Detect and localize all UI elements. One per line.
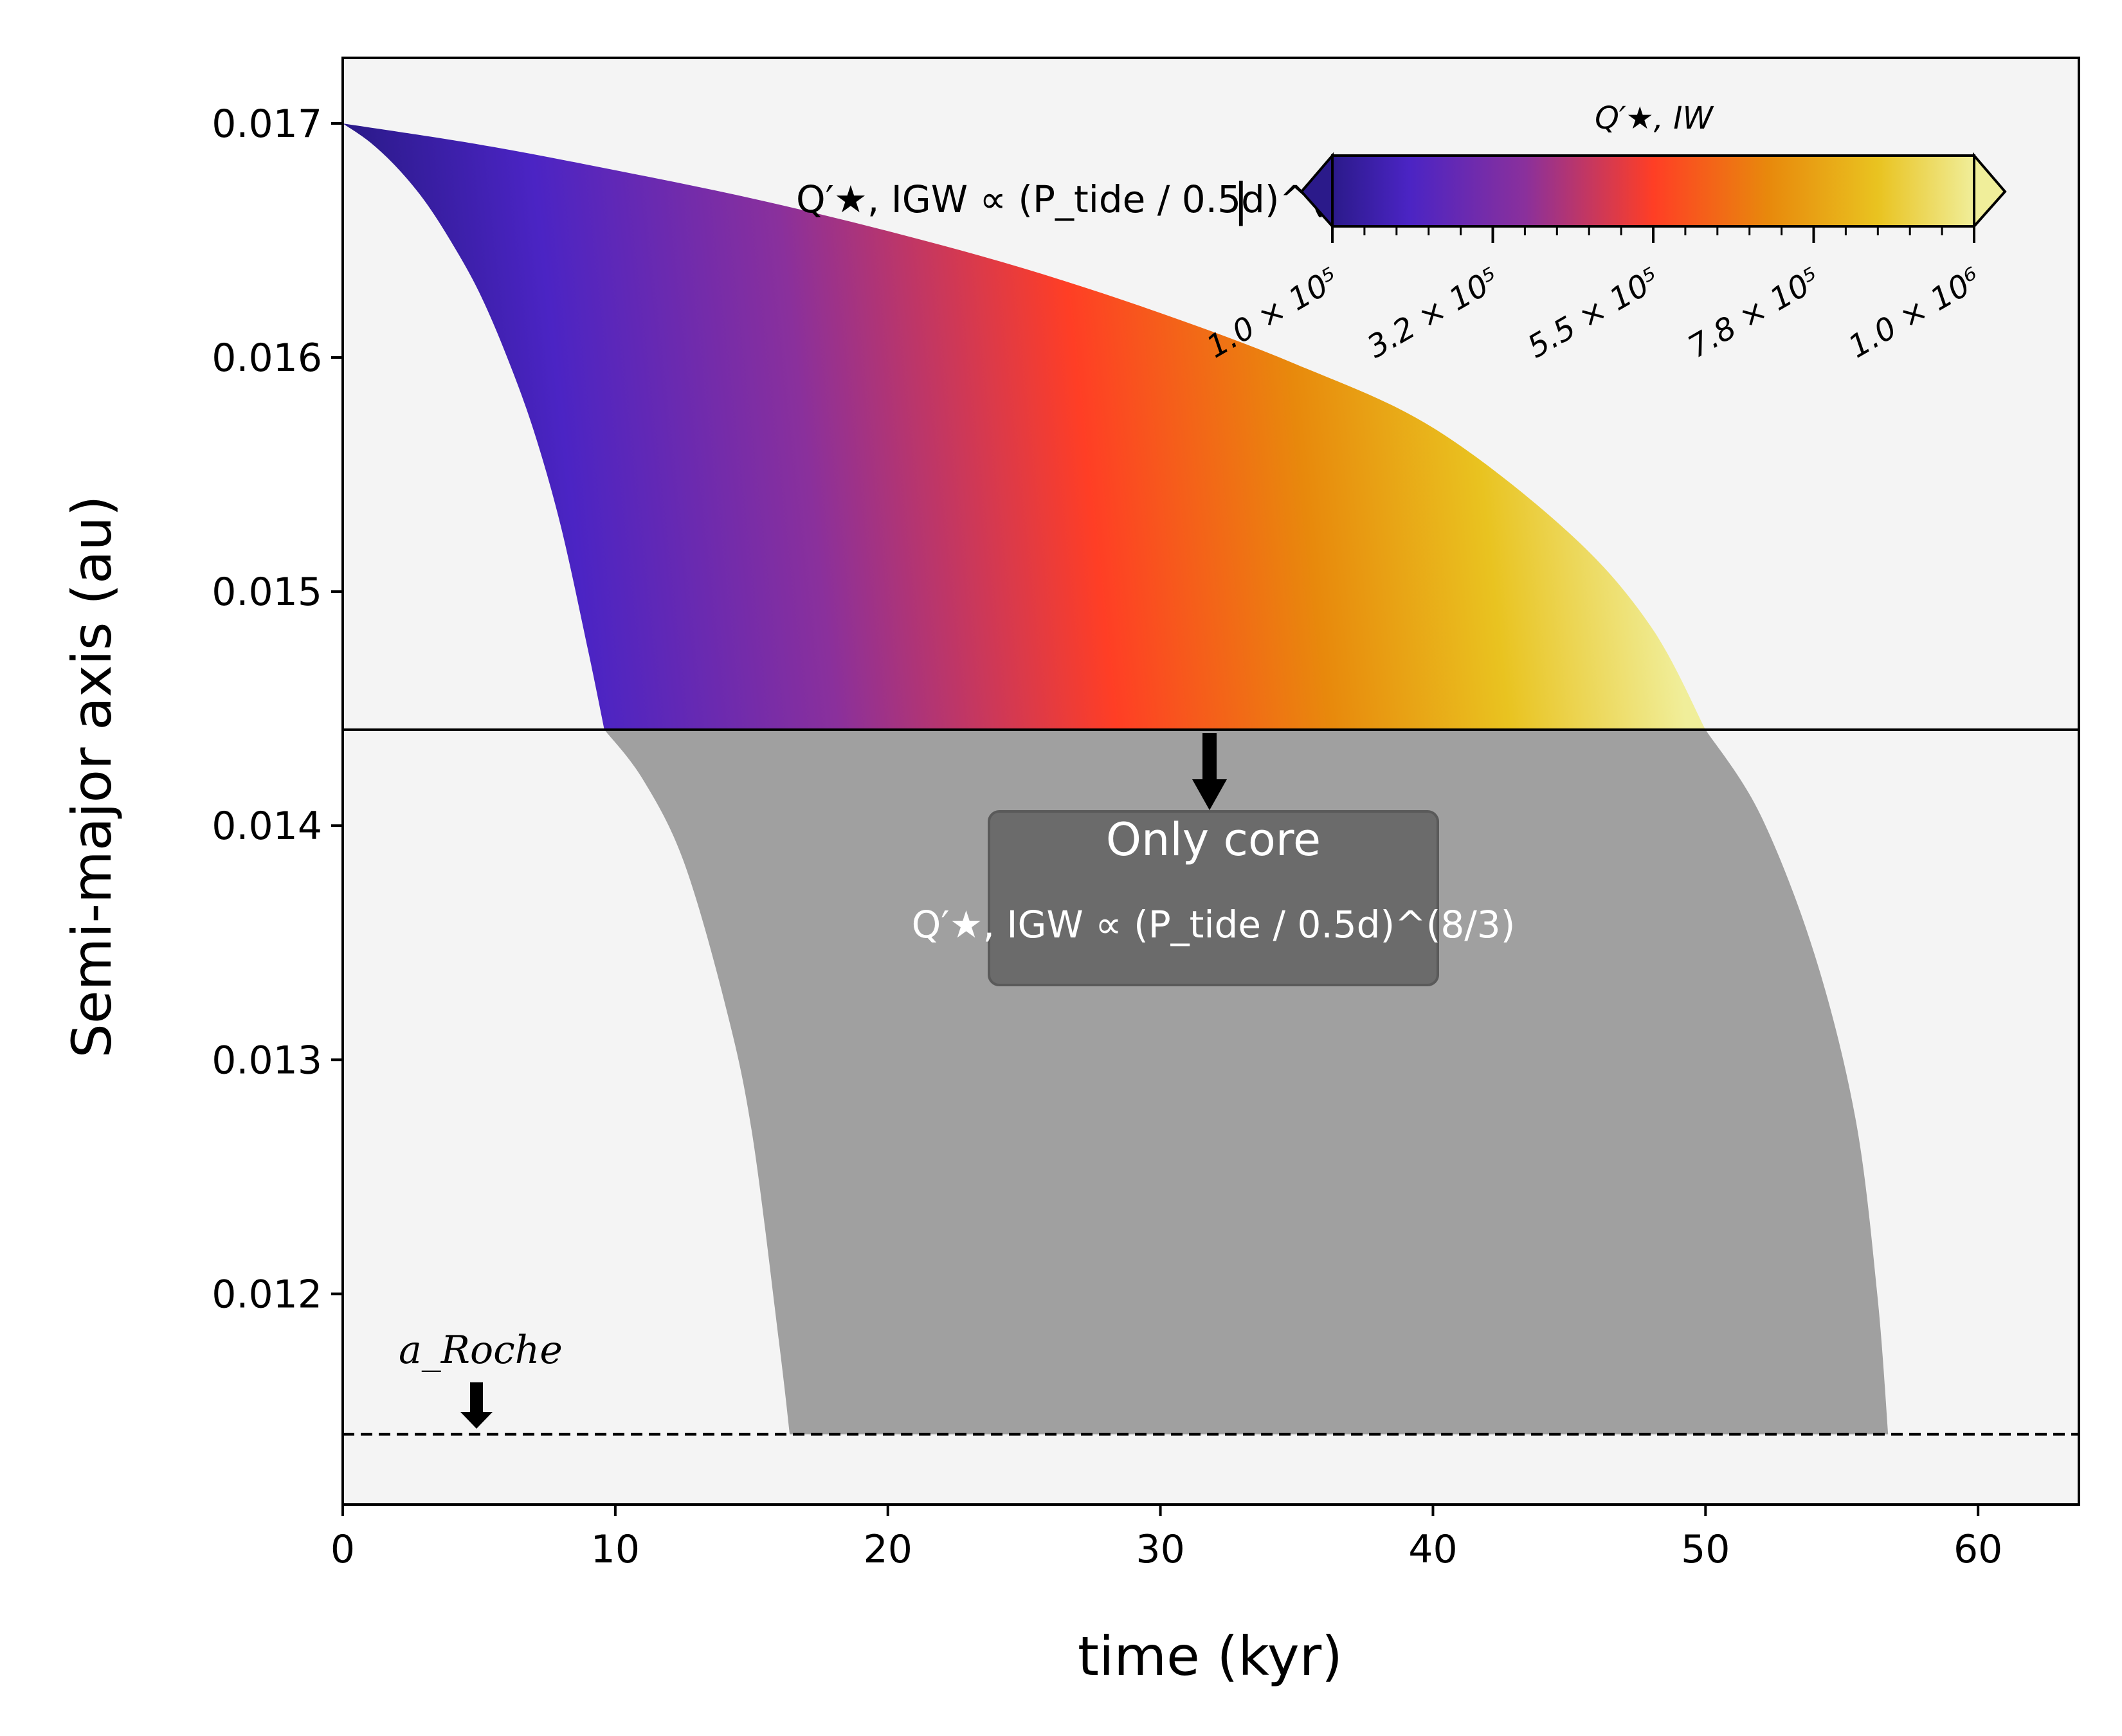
roche-label: a_Roche	[399, 1328, 563, 1373]
x-tick-label: 20	[864, 1527, 912, 1572]
y-tick-label: 0.016	[212, 336, 322, 381]
x-tick-label: 60	[1954, 1527, 2002, 1572]
core-annotation-box: Only core Q′★, IGW ∝ (P_tide / 0.5d)^(8/…	[912, 810, 1516, 986]
y-tick-label: 0.012	[212, 1272, 322, 1317]
x-tick-label: 10	[591, 1527, 640, 1572]
upper-formula-label: Q′★, IGW ∝ (P_tide / 0.5d)^(8/3)	[796, 177, 1400, 221]
upper-evolution-band	[343, 123, 1706, 730]
y-tick-label: 0.017	[212, 102, 322, 147]
core-arrow	[1192, 733, 1227, 810]
roche-arrow	[460, 1382, 493, 1429]
x-axis: 0 10 20 30 40 50 60	[331, 1505, 2002, 1572]
plot-frame	[341, 57, 2080, 1506]
box-line-2: Q′★, IGW ∝ (P_tide / 0.5d)^(8/3)	[912, 903, 1516, 946]
y-tick-label: 0.014	[212, 804, 322, 849]
x-tick-label: 30	[1136, 1527, 1184, 1572]
x-tick-label: 40	[1408, 1527, 1457, 1572]
y-tick-label: 0.013	[212, 1038, 322, 1083]
colorbar-title: Q′★, IW	[1595, 100, 1714, 136]
box-line-1: Only core	[1106, 813, 1321, 866]
y-axis-label: Semi-major axis (au)	[60, 496, 123, 1058]
x-tick-label: 50	[1681, 1527, 1730, 1572]
y-axis: 0.012 0.013 0.014 0.015 0.016 0.017	[212, 102, 343, 1317]
y-tick-label: 0.015	[212, 570, 322, 615]
core-only-evolution-band	[604, 729, 1889, 1434]
colorbar-bar	[1331, 154, 1975, 228]
x-axis-label: time (kyr)	[1078, 1625, 1343, 1688]
separator-bar: |	[1233, 174, 1249, 226]
x-tick-label: 0	[331, 1527, 355, 1572]
